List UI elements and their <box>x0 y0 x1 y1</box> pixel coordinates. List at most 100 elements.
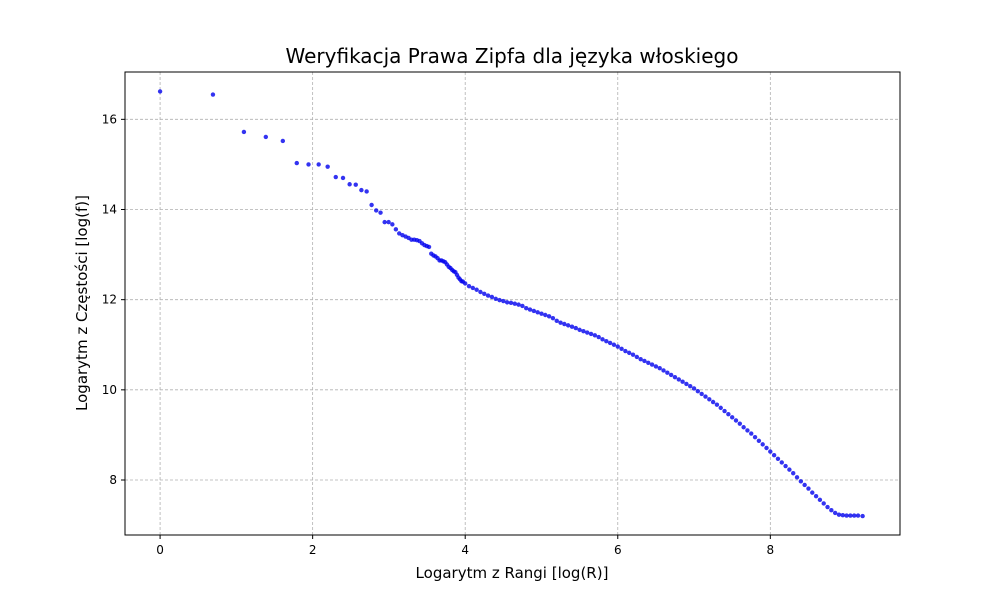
data-point <box>661 368 666 373</box>
data-point <box>779 460 784 465</box>
data-point <box>604 338 609 344</box>
data-point <box>710 399 716 405</box>
data-point <box>729 415 735 420</box>
data-point <box>588 331 594 337</box>
data-point <box>680 379 685 384</box>
data-point <box>426 244 432 250</box>
data-point <box>688 384 693 389</box>
data-point <box>333 174 338 180</box>
points-layer <box>157 89 865 519</box>
data-point <box>741 425 746 430</box>
data-point <box>726 411 731 417</box>
data-point <box>646 360 651 365</box>
data-point <box>482 291 487 297</box>
data-point <box>347 182 352 187</box>
data-point <box>340 175 346 181</box>
data-point <box>263 134 269 140</box>
data-point <box>573 325 579 331</box>
data-point <box>775 456 781 462</box>
data-point <box>543 312 548 318</box>
ticks-layer: 0 2 4 6 8 8 10 12 14 16 <box>102 112 774 557</box>
data-point <box>783 463 788 469</box>
data-point <box>768 449 773 454</box>
data-point <box>359 187 364 193</box>
data-point <box>531 308 537 314</box>
data-point <box>665 370 670 375</box>
data-point <box>649 362 655 367</box>
data-point <box>397 231 402 236</box>
data-point <box>585 330 590 335</box>
data-point <box>524 306 529 311</box>
data-point <box>393 227 399 232</box>
x-tick-label: 2 <box>309 543 317 557</box>
data-point <box>241 129 247 135</box>
data-point <box>294 160 299 166</box>
data-point <box>527 307 533 312</box>
data-point <box>611 342 617 347</box>
data-point <box>493 296 498 301</box>
data-point <box>752 434 758 440</box>
data-point <box>638 356 643 362</box>
chart-title: Weryfikacja Prawa Zipfa dla języka włosk… <box>286 44 739 68</box>
x-tick-label: 0 <box>156 543 164 557</box>
data-point <box>539 311 544 316</box>
x-axis-label: Logarytm z Rangi [log(R)] <box>416 564 609 582</box>
data-point <box>508 300 514 306</box>
data-point <box>630 352 636 357</box>
grid-layer <box>125 72 900 535</box>
data-point <box>836 512 842 517</box>
data-point <box>364 189 369 194</box>
y-tick-label: 8 <box>109 473 117 487</box>
x-tick-label: 6 <box>614 543 622 557</box>
data-point <box>615 344 620 349</box>
y-tick-label: 14 <box>102 203 117 217</box>
data-point <box>832 510 838 516</box>
y-tick-label: 10 <box>102 383 117 397</box>
data-point <box>596 334 601 340</box>
data-point <box>470 285 476 291</box>
data-point <box>306 162 311 167</box>
data-point <box>771 453 777 458</box>
data-point <box>810 490 815 495</box>
data-point <box>840 512 845 518</box>
data-point <box>714 402 720 407</box>
data-point <box>791 471 796 476</box>
data-point <box>860 513 865 519</box>
data-point <box>676 377 681 382</box>
data-point <box>382 219 387 225</box>
data-point <box>577 327 582 333</box>
data-point <box>737 421 743 426</box>
data-point <box>390 222 395 227</box>
data-point <box>565 323 571 328</box>
data-point <box>699 391 704 397</box>
data-point <box>369 202 374 208</box>
data-point <box>825 504 830 510</box>
data-point <box>569 324 575 329</box>
data-point <box>623 348 628 354</box>
data-point <box>550 315 556 321</box>
data-point <box>619 346 624 352</box>
data-point <box>691 386 697 391</box>
data-point <box>516 302 521 307</box>
x-tick-label: 4 <box>461 543 469 557</box>
data-point <box>485 293 491 298</box>
data-point <box>535 310 540 315</box>
data-point <box>817 497 823 503</box>
data-point <box>787 467 792 472</box>
data-point <box>806 486 811 491</box>
data-point <box>489 294 495 300</box>
data-point <box>745 428 750 433</box>
data-point <box>478 289 483 295</box>
data-point <box>634 354 640 360</box>
y-tick-label: 16 <box>102 112 117 126</box>
data-point <box>642 358 647 364</box>
data-point <box>749 431 754 436</box>
data-point <box>794 475 800 480</box>
data-point <box>474 287 479 292</box>
data-point <box>554 318 559 324</box>
data-point <box>378 210 383 215</box>
data-point <box>607 340 613 346</box>
data-point <box>722 408 727 414</box>
x-tick-label: 8 <box>767 543 775 557</box>
